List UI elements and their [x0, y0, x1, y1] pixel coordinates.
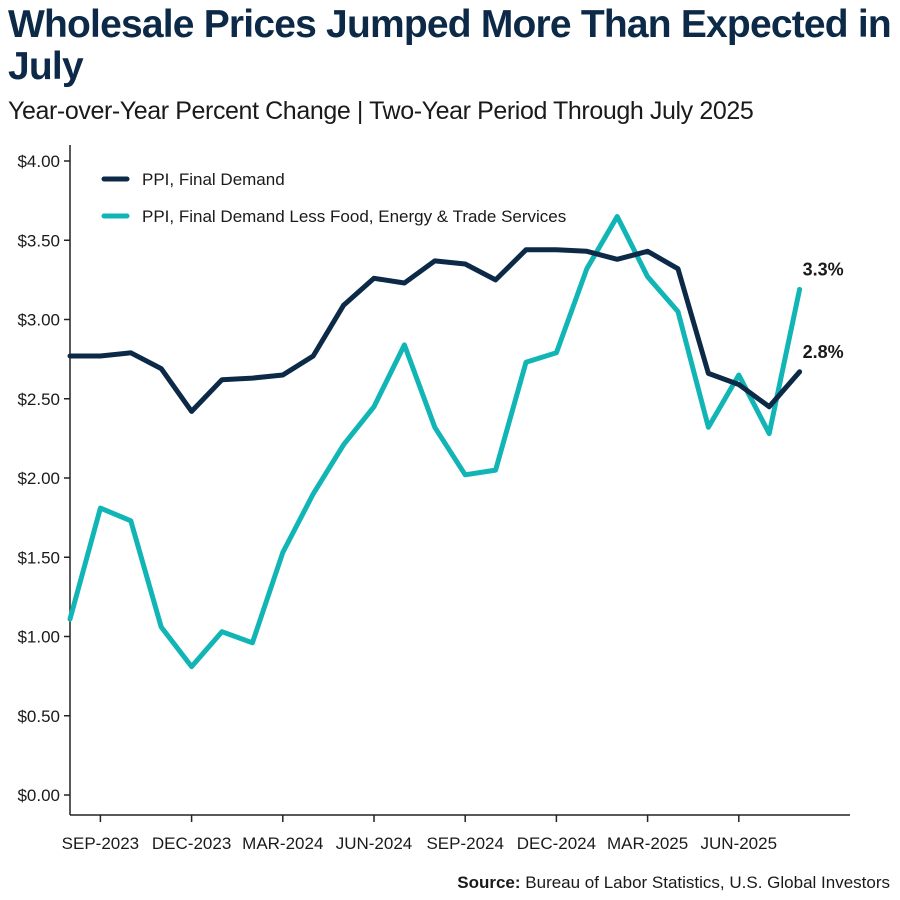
x-tick-label: MAR-2025 — [607, 834, 688, 853]
y-tick-label: $0.00 — [17, 786, 60, 805]
legend-label: PPI, Final Demand Less Food, Energy & Tr… — [142, 207, 566, 226]
legend-label: PPI, Final Demand — [142, 170, 285, 189]
y-axis-ticks: $0.00 $0.50 $1.00 $1.50 $2.00 $2.50 $3.00 $3.50… — [17, 152, 70, 805]
end-label-ppi-final-demand: 2.8% — [803, 342, 844, 362]
end-label-ppi-core: 3.3% — [803, 259, 844, 279]
series-line-ppi-core — [67, 214, 803, 670]
chart-subtitle: Year-over-Year Percent Change | Two-Year… — [8, 97, 754, 125]
y-tick-label: $3.50 — [17, 231, 60, 250]
x-tick-label: MAR-2024 — [242, 834, 323, 853]
series-lines — [67, 214, 803, 670]
y-tick-label: $2.50 — [17, 390, 60, 409]
y-tick-label: $3.00 — [17, 311, 60, 330]
x-tick-label: DEC-2023 — [152, 834, 231, 853]
source-note: Source: Bureau of Labor Statistics, U.S.… — [457, 872, 890, 894]
source-prefix: Source: — [457, 873, 521, 892]
end-labels: 2.8% 3.3% — [803, 259, 844, 361]
x-tick-label: DEC-2024 — [517, 834, 596, 853]
x-tick-label: JUN-2024 — [336, 834, 413, 853]
y-tick-label: $1.00 — [17, 628, 60, 647]
x-tick-label: JUN-2025 — [701, 834, 778, 853]
series-line-ppi-final-demand — [67, 247, 803, 414]
x-axis-ticks: SEP-2023 DEC-2023 MAR-2024 JUN-2024 SEP-2024… — [62, 815, 777, 853]
x-tick-label: SEP-2024 — [426, 834, 504, 853]
x-tick-label: SEP-2023 — [62, 834, 140, 853]
legend: PPI, Final Demand PPI, Final Demand Less … — [101, 170, 566, 226]
y-tick-label: $0.50 — [17, 707, 60, 726]
chart-title: Wholesale Prices Jumped More Than Expect… — [8, 3, 892, 88]
source-text: Bureau of Labor Statistics, U.S. Global … — [520, 873, 890, 892]
y-tick-label: $4.00 — [17, 152, 60, 171]
y-tick-label: $1.50 — [17, 548, 60, 567]
y-tick-label: $2.00 — [17, 469, 60, 488]
